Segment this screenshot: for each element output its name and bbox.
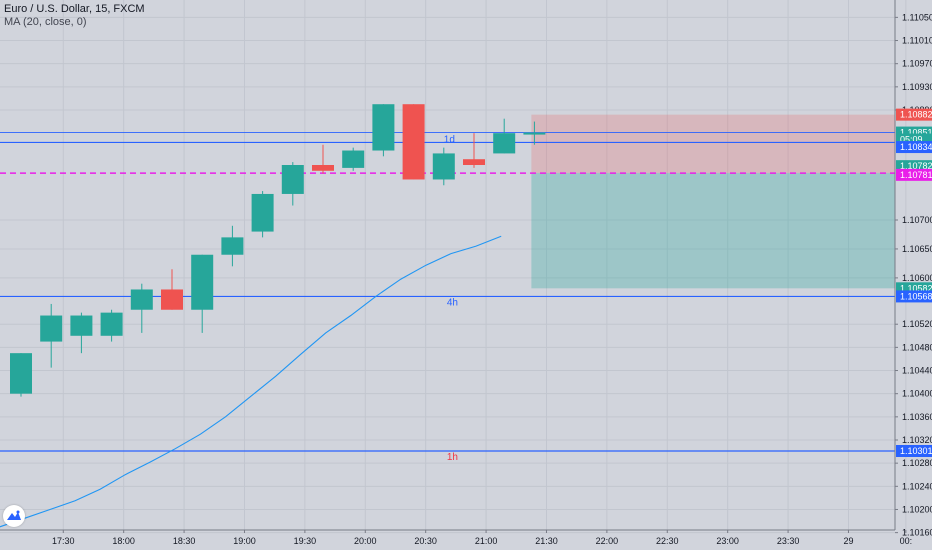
price-badge <box>896 108 932 121</box>
price-badge-label: 1.10782 <box>900 161 932 171</box>
time-tick-label: 18:00 <box>112 536 135 546</box>
price-tick-label: 1.10650 <box>902 244 932 254</box>
time-tick-label: 22:00 <box>596 536 619 546</box>
price-tick-label: 1.10240 <box>902 481 932 491</box>
candle-bull <box>432 153 455 180</box>
candle-bear <box>312 165 334 171</box>
level-label-1h: 1h <box>447 452 458 463</box>
price-tick-label: 1.10200 <box>902 504 932 514</box>
price-badge-label: 1.10301 <box>900 446 932 456</box>
candle-bear <box>402 104 425 180</box>
price-tick-label: 1.10930 <box>902 82 932 92</box>
candle-bull <box>372 104 395 151</box>
price-badge <box>896 141 932 154</box>
time-tick-label: 19:30 <box>294 536 317 546</box>
candle-bull <box>100 312 123 336</box>
candle-bull <box>251 193 274 232</box>
candle-bull <box>523 132 546 135</box>
indicator-label: MA (20, close, 0) <box>4 16 87 28</box>
level-label-1d: 1d <box>444 134 455 145</box>
price-tick-label: 1.11010 <box>902 36 932 46</box>
level-label-4h: 4h <box>447 297 458 308</box>
tradingview-logo-icon[interactable] <box>3 505 25 527</box>
candle-bull <box>191 254 214 310</box>
price-tick-label: 1.10520 <box>902 319 932 329</box>
price-tick-label: 1.10400 <box>902 389 932 399</box>
price-badge-label: 1.10882 <box>900 110 932 120</box>
candle-bull <box>130 289 153 310</box>
candle-bull <box>70 315 93 336</box>
candle-bull <box>281 165 304 194</box>
candle-bull <box>342 150 365 168</box>
take-profit-zone <box>531 173 895 289</box>
moving-average-line <box>0 235 502 528</box>
candle-bull <box>221 237 244 255</box>
price-badge-label: 1.10781 <box>900 170 932 180</box>
candle-bull <box>40 315 63 342</box>
time-tick-label: 20:30 <box>414 536 437 546</box>
candle-bull <box>493 133 516 154</box>
price-tick-label: 1.10280 <box>902 458 932 468</box>
price-tick-label: 1.10160 <box>902 528 932 538</box>
time-tick-label: 00: <box>900 536 913 546</box>
chart-legend: Euro / U.S. Dollar, 15, FXCM MA (20, clo… <box>4 3 145 29</box>
price-badge <box>896 290 932 303</box>
stop-loss-zone <box>531 114 895 174</box>
price-tick-label: 1.10480 <box>902 342 932 352</box>
candle-bear <box>463 159 485 165</box>
time-tick-label: 21:00 <box>475 536 498 546</box>
price-tick-label: 1.10970 <box>902 59 932 69</box>
time-tick-label: 17:30 <box>52 536 75 546</box>
price-tick-label: 1.11050 <box>902 12 932 22</box>
time-tick-label: 18:30 <box>173 536 196 546</box>
candle-bull <box>10 353 32 394</box>
price-tick-label: 1.10600 <box>902 273 932 283</box>
time-tick-label: 21:30 <box>535 536 558 546</box>
candle-bear <box>161 289 183 310</box>
time-tick-label: 23:00 <box>716 536 739 546</box>
price-tick-label: 1.10360 <box>902 412 932 422</box>
price-badge <box>896 445 932 457</box>
time-tick-label: 23:30 <box>777 536 800 546</box>
time-tick-label: 19:00 <box>233 536 256 546</box>
time-tick-label: 20:00 <box>354 536 377 546</box>
price-tick-label: 1.10440 <box>902 366 932 376</box>
symbol-title: Euro / U.S. Dollar, 15, FXCM <box>4 3 145 15</box>
price-badge-label: 1.10851 <box>900 128 932 138</box>
time-tick-label: 29 <box>843 536 853 546</box>
price-badge-label: 1.10582 <box>900 283 932 293</box>
price-badge-label: 05:09 <box>900 135 923 145</box>
price-badge-label: 1.10568 <box>900 291 932 301</box>
price-tick-label: 1.10700 <box>902 215 932 225</box>
price-badge <box>896 168 932 181</box>
price-badge-label: 1.10834 <box>900 142 932 152</box>
price-tick-label: 1.10320 <box>902 435 932 445</box>
time-tick-label: 22:30 <box>656 536 679 546</box>
